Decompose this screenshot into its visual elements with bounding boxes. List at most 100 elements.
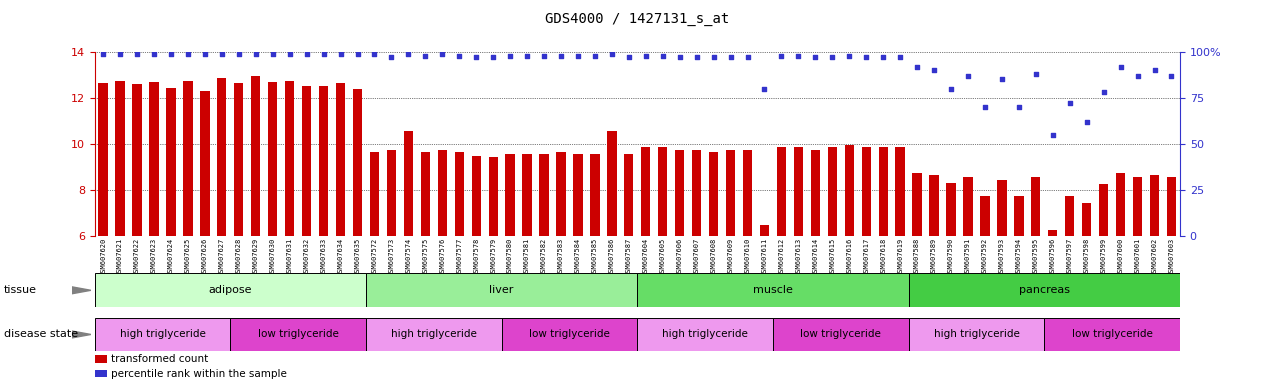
Point — [805, 54, 825, 60]
Point — [602, 51, 622, 57]
Point — [737, 54, 757, 60]
Bar — [1116, 173, 1126, 236]
Bar — [1015, 196, 1023, 236]
Bar — [366, 318, 502, 351]
Point — [194, 51, 215, 57]
Bar — [625, 154, 634, 236]
Text: GDS4000 / 1427131_s_at: GDS4000 / 1427131_s_at — [545, 12, 729, 25]
Point — [1076, 119, 1097, 125]
Point — [331, 51, 351, 57]
Bar — [1045, 318, 1180, 351]
Point — [1060, 100, 1080, 106]
Bar — [95, 318, 230, 351]
Point — [1042, 132, 1063, 138]
Point — [178, 51, 198, 57]
Point — [1111, 63, 1131, 70]
Bar — [1167, 177, 1176, 236]
Bar — [1099, 184, 1108, 236]
Bar — [98, 83, 107, 236]
Bar — [909, 273, 1180, 307]
Bar — [772, 318, 909, 351]
Bar — [95, 273, 366, 307]
Bar — [420, 152, 430, 236]
Bar — [502, 318, 637, 351]
Bar — [641, 147, 650, 236]
Bar — [454, 152, 464, 236]
Bar — [777, 147, 786, 236]
Point — [974, 104, 994, 110]
Point — [483, 54, 504, 60]
Point — [652, 53, 673, 59]
Bar — [167, 88, 175, 236]
Point — [399, 51, 419, 57]
Bar — [909, 318, 1045, 351]
Bar — [743, 150, 752, 236]
Text: low triglyceride: low triglyceride — [529, 329, 610, 339]
Point — [551, 53, 572, 59]
Bar — [929, 175, 939, 236]
Text: muscle: muscle — [753, 285, 793, 295]
Text: high triglyceride: high triglyceride — [934, 329, 1020, 339]
Point — [297, 51, 317, 57]
Point — [246, 51, 266, 57]
Bar — [760, 225, 769, 236]
Bar — [637, 273, 909, 307]
Bar — [862, 147, 871, 236]
Point — [466, 54, 486, 60]
Bar — [539, 154, 549, 236]
Point — [432, 51, 452, 57]
Bar — [353, 89, 362, 236]
Bar — [828, 147, 837, 236]
Text: low triglyceride: low triglyceride — [257, 329, 338, 339]
Bar — [607, 131, 617, 236]
Point — [703, 54, 723, 60]
Text: percentile rank within the sample: percentile rank within the sample — [111, 369, 286, 379]
Point — [873, 54, 893, 60]
Point — [1127, 73, 1147, 79]
Point — [856, 54, 876, 60]
Bar — [1082, 203, 1092, 236]
Point — [517, 53, 538, 59]
Point — [755, 86, 775, 92]
Bar — [591, 154, 599, 236]
Point — [93, 51, 114, 57]
Bar — [878, 147, 888, 236]
Text: disease state: disease state — [4, 329, 78, 339]
Bar — [149, 82, 159, 236]
Text: low triglyceride: low triglyceride — [1071, 329, 1152, 339]
Bar — [251, 76, 260, 236]
Bar — [1031, 177, 1040, 236]
Bar — [709, 152, 718, 236]
Point — [823, 54, 843, 60]
Bar — [438, 150, 447, 236]
Point — [1008, 104, 1029, 110]
Bar — [794, 147, 803, 236]
Text: transformed count: transformed count — [111, 354, 208, 364]
Bar — [230, 318, 366, 351]
Text: high triglyceride: high triglyceride — [663, 329, 748, 339]
Bar — [302, 86, 312, 236]
Bar — [981, 196, 989, 236]
Point — [992, 76, 1012, 83]
Bar — [658, 147, 668, 236]
Polygon shape — [72, 331, 91, 338]
Point — [365, 51, 385, 57]
Bar — [370, 152, 379, 236]
Point — [1026, 71, 1046, 77]
Bar — [692, 150, 702, 236]
Point — [262, 51, 283, 57]
Bar — [404, 131, 413, 236]
Bar — [1150, 175, 1160, 236]
Text: pancreas: pancreas — [1018, 285, 1070, 295]
Bar — [472, 156, 481, 236]
Text: liver: liver — [490, 285, 514, 295]
Point — [618, 54, 639, 60]
Point — [568, 53, 588, 59]
Point — [415, 53, 435, 59]
Text: low triglyceride: low triglyceride — [800, 329, 881, 339]
Bar — [1049, 230, 1058, 236]
Point — [721, 54, 741, 60]
Polygon shape — [72, 287, 91, 294]
Bar — [115, 81, 125, 236]
Point — [584, 53, 604, 59]
